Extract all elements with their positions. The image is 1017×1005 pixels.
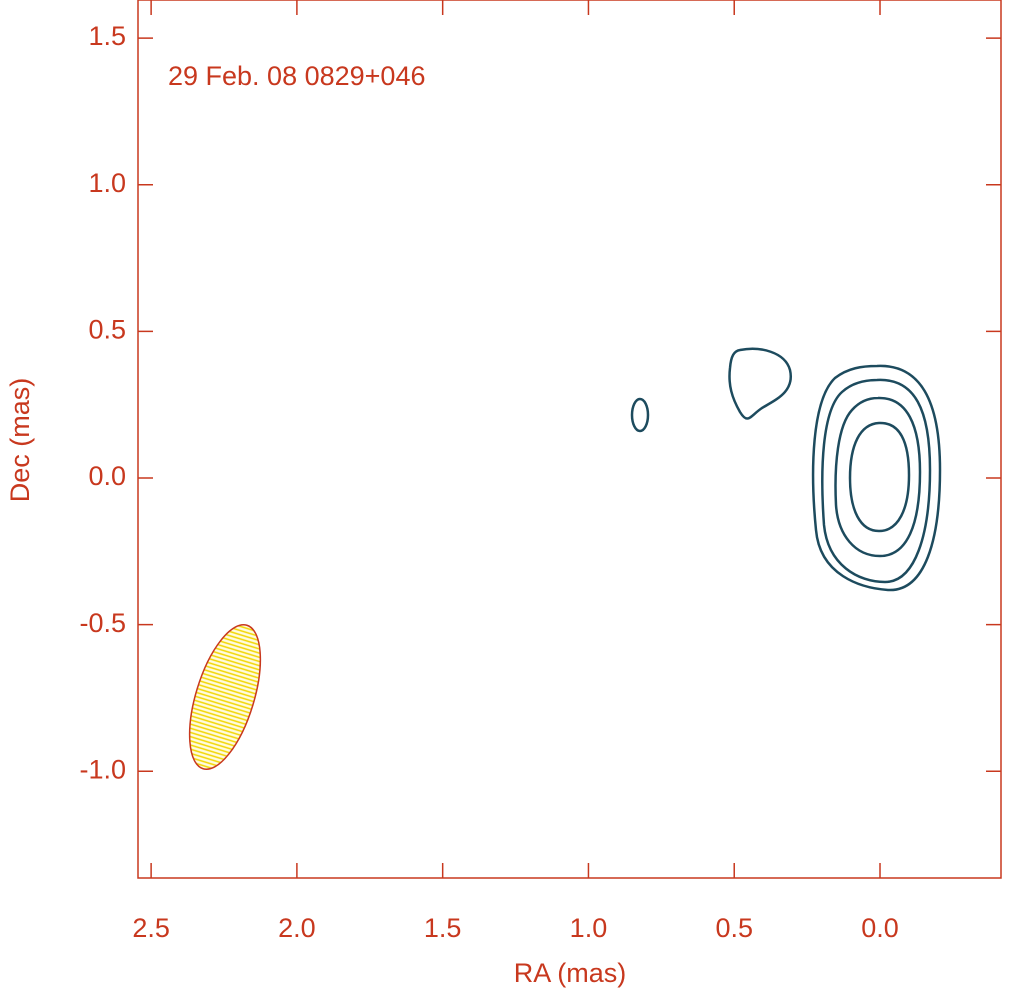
- y-tick-label: -0.5: [79, 608, 126, 638]
- x-tick-label: 0.0: [861, 913, 899, 943]
- y-tick-label: 1.0: [88, 168, 126, 198]
- plot-frame: [137, 0, 1002, 879]
- x-tick-label: 0.5: [715, 913, 753, 943]
- x-tick-label: 1.0: [570, 913, 608, 943]
- contour: [811, 364, 942, 592]
- y-tick-label: 0.5: [88, 315, 126, 345]
- y-tick-label: 0.0: [88, 461, 126, 491]
- y-axis-label: Dec (mas): [5, 378, 35, 503]
- contours: [630, 347, 942, 592]
- contour: [834, 396, 922, 558]
- y-tick-label: -1.0: [79, 754, 126, 784]
- contour: [848, 421, 911, 533]
- x-axis-label: RA (mas): [514, 958, 627, 988]
- chart-title: 29 Feb. 08 0829+046: [168, 61, 425, 91]
- contour: [630, 397, 650, 433]
- y-tick-label: 1.5: [88, 21, 126, 51]
- x-tick-label: 2.5: [132, 913, 170, 943]
- x-tick-label: 2.0: [278, 913, 316, 943]
- contour: [728, 347, 793, 420]
- beam-ellipse: [188, 624, 262, 770]
- contour: [821, 378, 932, 584]
- x-tick-label: 1.5: [424, 913, 462, 943]
